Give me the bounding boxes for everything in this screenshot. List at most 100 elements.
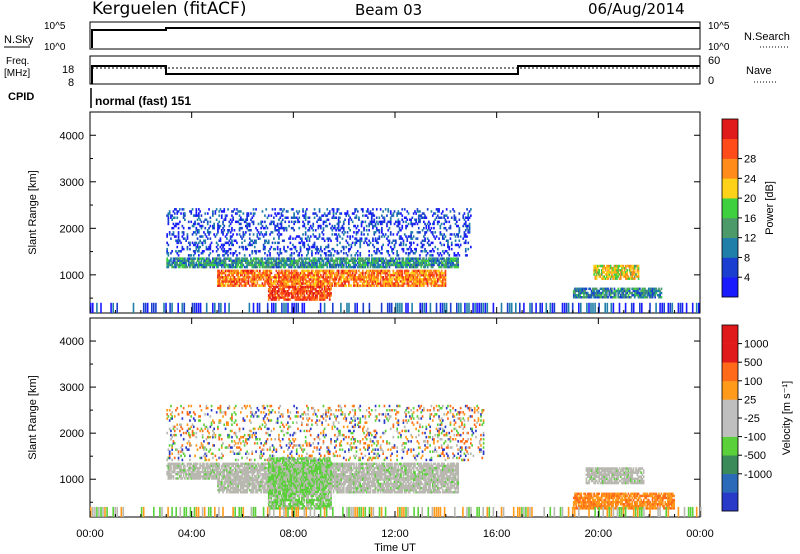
scatter-cell [211,242,213,245]
scatter-cell [189,242,191,245]
scatter-cell [255,208,257,211]
scatter-cell [434,246,436,249]
scatter-cell [436,235,438,238]
scatter-cell [295,246,297,249]
scatter-cell [381,303,383,313]
scatter-cell [253,303,255,313]
scatter-cell [112,303,114,313]
scatter-cell [295,303,297,313]
scatter-cell [377,242,379,245]
colorbar-swatch [722,277,738,297]
scatter-cell [277,246,279,249]
scatter-cell [382,210,384,213]
scatter-cell [396,250,398,253]
scatter-cell [334,225,336,228]
scatter-cell [235,250,237,253]
scatter-cell [356,214,358,217]
scatter-cell [363,233,365,236]
scatter-cell [223,229,225,232]
scatter-cell [309,246,311,249]
scatter-cell [267,254,269,257]
scatter-cell [257,303,259,313]
scatter-cell [358,229,360,232]
scatter-cell [274,248,276,251]
scatter-cell [347,235,349,238]
scatter-cell [309,217,311,220]
scatter-cell [362,208,364,211]
colorbar-tick-label: 8 [744,252,750,264]
scatter-cell [619,303,621,313]
scatter-cell [96,303,98,313]
cpid-panel: CPID normal (fast) 151 [8,88,191,108]
scatter-cell [357,210,359,213]
scatter-cell [196,208,198,211]
scatter-cell [515,303,517,313]
scatter-cell [349,235,351,238]
scatter-cell [413,235,415,238]
scatter-cell [611,288,613,291]
scatter-cell [243,246,245,249]
scatter-cell [334,250,336,253]
scatter-cell [384,217,386,220]
scatter-cell [399,257,401,260]
scatter-cell [218,214,220,217]
scatter-cell [178,231,180,234]
scatter-cell [458,303,460,313]
scatter-cell [343,252,345,255]
scatter-cell [201,214,203,217]
scatter-cell [340,303,342,313]
scatter-cell [249,303,251,313]
scatter-cell [338,270,340,273]
scatter-cell [387,208,389,211]
scatter-cell [379,235,381,238]
noise-tick-right-top: 10^5 [708,21,730,32]
scatter-cell [203,250,205,253]
colorbar-swatch [722,159,738,179]
scatter-cell [305,231,307,234]
scatter-cell [482,303,484,313]
scatter-cell [145,303,147,313]
scatter-cell [485,303,487,313]
scatter-cell [594,303,596,313]
scatter-cell [459,240,461,243]
scatter-cell [362,214,364,217]
scatter-cell [254,246,256,249]
scatter-cell [464,303,466,313]
scatter-cell [390,210,392,213]
scatter-cell [231,227,233,230]
scatter-cell [189,248,191,251]
scatter-cell [200,303,202,313]
scatter-cell [466,208,468,211]
scatter-cell [323,227,325,230]
scatter-cell [166,233,168,236]
scatter-cell [339,221,341,224]
scatter-cell [356,270,358,273]
scatter-cell [290,235,292,238]
scatter-cell [116,303,118,313]
scatter-cell [302,208,304,211]
scatter-cell [323,233,325,236]
scatter-cell [442,303,444,313]
scatter-cell [223,225,225,228]
scatter-cell [210,252,212,255]
scatter-cell [661,292,663,295]
scatter-cell [346,303,348,313]
scatter-cell [311,250,313,253]
scatter-cell [372,237,374,240]
scatter-cell [423,244,425,247]
scatter-cell [324,240,326,243]
scatter-cell [550,303,552,313]
scatter-cell [287,217,289,220]
scatter-cell [387,235,389,238]
scatter-cell [631,303,633,313]
scatter-cell [406,219,408,222]
scatter-cell [626,269,628,272]
scatter-cell [456,221,458,224]
scatter-cell [194,221,196,224]
scatter-cell [564,303,566,313]
scatter-cell [338,208,340,211]
scatter-cell [264,252,266,255]
scatter-cell [196,303,198,313]
scatter-cell [366,229,368,232]
